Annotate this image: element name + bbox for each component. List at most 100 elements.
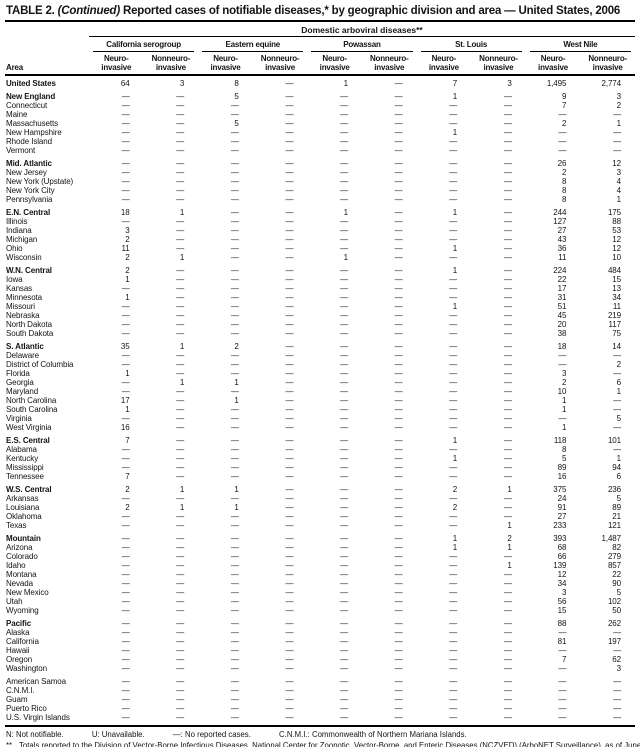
cell-value: — (176, 405, 185, 414)
cell-value: — (394, 597, 403, 606)
row-area-label: Louisiana (6, 503, 40, 512)
cell-value: — (340, 329, 348, 338)
row-area-label: Wisconsin (6, 253, 42, 262)
cell-value: — (449, 414, 458, 423)
cell-value: 11 (612, 302, 621, 311)
cell-value: — (176, 217, 185, 226)
cell-value: 233 (553, 521, 567, 530)
cell-value: — (394, 534, 403, 543)
cell-value: 8 (561, 195, 567, 204)
cell-value: — (503, 293, 512, 302)
cell-value: — (176, 628, 185, 637)
cell-value: 1,495 (546, 79, 567, 88)
cell-value: — (340, 369, 348, 378)
cell-value: — (285, 561, 294, 570)
table-row: Indiana 3 — — — — — — — 27 53 (5, 226, 635, 235)
cell-value: 1 (179, 378, 185, 387)
cell-value: — (176, 664, 185, 673)
cell-value: — (285, 704, 294, 713)
cell-value: — (230, 186, 239, 195)
cell-value: — (449, 378, 458, 387)
cell-value: — (613, 628, 621, 637)
cell-value: — (176, 713, 185, 722)
cell-value: 236 (607, 485, 621, 494)
cell-value: — (285, 597, 294, 606)
cell-value: — (121, 695, 130, 704)
cell-value: — (449, 472, 458, 481)
row-area-label: South Carolina (6, 405, 58, 414)
cell-value: — (285, 329, 294, 338)
table-row: Connecticut — — — — — — — — 7 2 (5, 101, 635, 110)
cell-value: — (121, 186, 130, 195)
cell-value: — (285, 195, 294, 204)
cell-value: — (394, 637, 403, 646)
cell-value: — (449, 637, 458, 646)
cell-value: — (176, 512, 185, 521)
row-area-label: Arizona (6, 543, 33, 552)
cell-value: 2 (561, 378, 567, 387)
table-row: Montana — — — — — — — — 12 22 (5, 570, 635, 579)
cell-value: — (230, 360, 239, 369)
cell-value: — (503, 110, 512, 119)
cell-value: — (449, 226, 458, 235)
cell-value: — (613, 146, 621, 155)
table-row: Colorado — — — — — — — — 66 279 (5, 552, 635, 561)
column-group-st-louis: St. Louis (417, 37, 526, 52)
cell-value: — (340, 186, 348, 195)
cell-value: — (394, 414, 403, 423)
cell-value: — (176, 266, 185, 275)
cell-value: — (285, 360, 294, 369)
cell-value: — (394, 543, 403, 552)
cell-value: — (285, 226, 294, 235)
cell-value: 1 (125, 275, 130, 284)
cell-value: — (121, 168, 130, 177)
cell-value: — (558, 704, 567, 713)
cell-value: 1 (507, 485, 512, 494)
table-row: Delaware — — — — — — — — — — (5, 351, 635, 360)
col-header-neuroinvasive: Neuro- invasive (198, 52, 253, 76)
cell-value: 1 (452, 534, 458, 543)
cell-value: — (503, 445, 512, 454)
footnote-u: U: Unavailable. (91, 730, 145, 739)
cell-value: — (394, 713, 403, 722)
cell-value: — (230, 454, 239, 463)
cell-value: 12 (612, 159, 621, 168)
cell-value: — (230, 445, 239, 454)
row-area-label: Alaska (6, 628, 30, 637)
cell-value: — (176, 128, 185, 137)
cell-value: 6 (616, 472, 621, 481)
cell-value: — (121, 512, 130, 521)
row-area-label: New York City (6, 186, 55, 195)
cell-value: 279 (607, 552, 621, 561)
col-header-neuroinvasive: Neuro- invasive (525, 52, 581, 76)
cell-value: 1 (343, 79, 348, 88)
cell-value: 5 (616, 494, 621, 503)
row-area-label: W.S. Central (6, 485, 52, 494)
column-group-west-nile: West Nile (526, 37, 635, 52)
cell-value: — (558, 128, 567, 137)
cell-value: — (503, 637, 512, 646)
cell-value: — (176, 619, 185, 628)
cell-value: 18 (120, 208, 130, 217)
cell-value: 7 (452, 79, 458, 88)
cell-value: — (394, 454, 403, 463)
cell-value: — (121, 637, 130, 646)
row-area-label: North Carolina (6, 396, 57, 405)
cell-value: — (285, 664, 294, 673)
cell-value: — (503, 552, 512, 561)
table-row: Mississippi — — — — — — — — 89 94 (5, 463, 635, 472)
cell-value: — (285, 637, 294, 646)
row-area-label: Massachusetts (6, 119, 59, 128)
cell-value: 88 (557, 619, 567, 628)
table-row: District of Columbia — — — — — — — — — 2 (5, 360, 635, 369)
cell-value: — (613, 351, 621, 360)
cell-value: 12 (557, 570, 567, 579)
table-body: United States 64 3 8—1—7 3 1,495 2,774 New Engl… (5, 75, 635, 722)
table-row: Wyoming — — — — — — — — 15 50 (5, 606, 635, 615)
cell-value: — (285, 387, 294, 396)
cell-value: — (121, 101, 130, 110)
cell-value: — (176, 137, 185, 146)
cell-value: — (449, 655, 458, 664)
cell-value: — (285, 79, 294, 88)
table-row: Kansas — — — — — — — — 17 13 (5, 284, 635, 293)
